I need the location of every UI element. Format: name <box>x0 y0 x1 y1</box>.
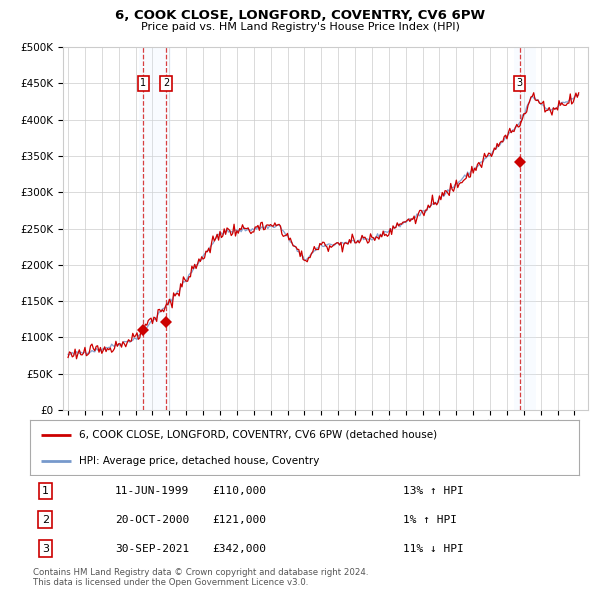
Text: 1: 1 <box>42 486 49 496</box>
Text: HPI: Average price, detached house, Coventry: HPI: Average price, detached house, Cove… <box>79 456 320 466</box>
Text: 2: 2 <box>163 78 169 88</box>
Bar <box>514 47 536 410</box>
Text: 11-JUN-1999: 11-JUN-1999 <box>115 486 190 496</box>
Text: 30-SEP-2021: 30-SEP-2021 <box>115 543 190 553</box>
Text: £342,000: £342,000 <box>212 543 266 553</box>
Text: 6, COOK CLOSE, LONGFORD, COVENTRY, CV6 6PW: 6, COOK CLOSE, LONGFORD, COVENTRY, CV6 6… <box>115 9 485 22</box>
Text: 13% ↑ HPI: 13% ↑ HPI <box>403 486 464 496</box>
Text: Contains HM Land Registry data © Crown copyright and database right 2024.
This d: Contains HM Land Registry data © Crown c… <box>33 568 368 587</box>
Text: 1: 1 <box>140 78 146 88</box>
Text: £110,000: £110,000 <box>212 486 266 496</box>
Text: 1% ↑ HPI: 1% ↑ HPI <box>403 515 457 525</box>
Text: 11% ↓ HPI: 11% ↓ HPI <box>403 543 464 553</box>
Text: 2: 2 <box>42 515 49 525</box>
Text: 20-OCT-2000: 20-OCT-2000 <box>115 515 190 525</box>
Text: 6, COOK CLOSE, LONGFORD, COVENTRY, CV6 6PW (detached house): 6, COOK CLOSE, LONGFORD, COVENTRY, CV6 6… <box>79 430 437 440</box>
Bar <box>139 47 171 410</box>
Text: 3: 3 <box>42 543 49 553</box>
Text: 3: 3 <box>517 78 523 88</box>
Text: £121,000: £121,000 <box>212 515 266 525</box>
Text: Price paid vs. HM Land Registry's House Price Index (HPI): Price paid vs. HM Land Registry's House … <box>140 22 460 32</box>
